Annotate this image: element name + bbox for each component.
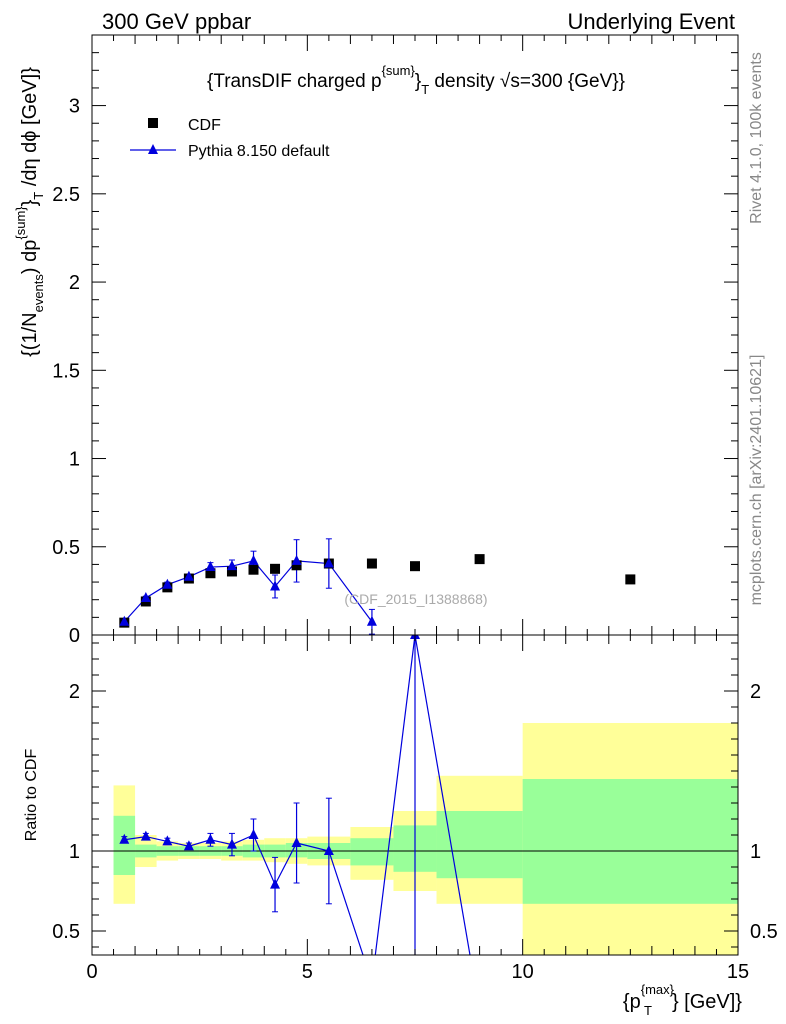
cdf-point: [410, 561, 420, 572]
ratio-point: [291, 837, 302, 847]
ratio-xtick-label: 5: [302, 961, 313, 983]
title-part-b: }: [415, 71, 421, 92]
ratio-ytick-label: 1: [69, 841, 80, 863]
cdf-point: [366, 558, 377, 569]
title-sub: T: [421, 82, 429, 97]
xlabel-part-b: } [GeV]}: [672, 991, 742, 1013]
ratio-band-inner: [522, 779, 738, 904]
mc-point: [205, 561, 216, 572]
ylabel-part-c: }: [19, 199, 41, 206]
mc-series-line: [123, 560, 373, 623]
ratio-ytick-label-right: 0.5: [750, 921, 778, 943]
mc-point: [248, 554, 259, 565]
mc-point: [226, 560, 237, 571]
title-part-c: density: [429, 71, 500, 92]
ratio-ytick-label-right: 1: [750, 841, 761, 863]
rivet-label: Rivet 4.1.0, 100k events: [748, 52, 765, 224]
ratio-point: [119, 833, 130, 844]
ratio-point: [205, 833, 216, 844]
ratio-xtick-label: 10: [512, 961, 534, 983]
title-part-d: s=300 {GeV}}: [510, 71, 625, 92]
ratio-ytick-label-right: 2: [750, 681, 761, 703]
mc-point: [366, 615, 377, 626]
mc-point: [140, 591, 151, 602]
main-title: {TransDIF charged p{sum}}T density √s=30…: [207, 63, 625, 97]
mc-point: [183, 570, 194, 581]
ratio-point: [162, 835, 173, 846]
cdf-point: [226, 566, 237, 577]
ylabel-sup: {sum}: [13, 206, 28, 240]
header-right: Underlying Event: [567, 9, 735, 34]
title-part-a: {TransDIF charged p: [207, 71, 382, 92]
mc-point: [291, 554, 302, 565]
ratio-point: [270, 878, 281, 889]
ratio-band-inner: [436, 811, 523, 879]
legend: CDF Pythia 8.150 default: [130, 117, 330, 160]
legend-mc-label: Pythia 8.150 default: [188, 143, 330, 160]
ratio-ylabel: Ratio to CDF: [23, 749, 40, 842]
main-ytick-label: 2: [69, 272, 80, 294]
cdf-point: [270, 563, 281, 574]
xlabel-part-a: {p: [623, 991, 641, 1013]
cdf-point: [474, 554, 485, 565]
ratio-panel: 0.5 0.5 1 1 2 2 0 5 10 15 Ratio to CDF {p{max} T } …: [23, 634, 778, 1018]
mc-point: [119, 615, 130, 626]
main-ytick-label: 1: [69, 449, 80, 471]
main-ylabel: {(1/Nevents) dp{sum}}T /dη dϕ [GeV]}: [13, 67, 46, 357]
cdf-point: [248, 564, 259, 575]
ratio-point: [248, 829, 259, 839]
main-ytick-label: 3: [69, 96, 80, 118]
cdf-point: [291, 560, 302, 571]
ratio-band-inner: [350, 838, 394, 866]
ratio-ytick-label: 0.5: [52, 921, 80, 943]
ratio-xtick-label: 15: [727, 961, 749, 983]
mc-point: [323, 557, 334, 568]
ratio-bands: [113, 723, 738, 955]
ratio-xtick-label: 0: [86, 961, 97, 983]
ratio-point: [140, 830, 151, 841]
ratio-plot-area: [119, 635, 471, 955]
main-plot-area: [119, 538, 636, 635]
mcplots-label: mcplots.cern.ch [arXiv:2401.10621]: [748, 355, 765, 606]
ratio-point: [183, 840, 194, 851]
cdf-point: [625, 574, 636, 585]
title-sup: {sum}: [382, 63, 416, 78]
legend-cdf-label: CDF: [188, 117, 221, 134]
mc-point: [270, 580, 281, 591]
ylabel-part-b: ) dp: [19, 240, 41, 274]
xlabel-sub: T: [644, 1003, 652, 1018]
ratio-point: [323, 845, 334, 855]
watermark: (CDF_2015_I1388868): [344, 591, 487, 607]
mc-point: [162, 578, 173, 589]
ylabel-sub-t: T: [31, 192, 46, 200]
main-axis: 0 0.5 1 1.5 2 2.5 3: [52, 35, 739, 647]
ratio-xlabel: {p{max} T } [GeV]}: [623, 982, 742, 1018]
main-ytick-label: 1.5: [52, 360, 80, 382]
ratio-band-inner: [113, 815, 136, 875]
ylabel-part-d: /dη dϕ [GeV]}: [19, 67, 41, 192]
ratio-axis: 0.5 0.5 1 1 2 2 0 5 10 15: [52, 635, 778, 983]
ylabel-sub-events: events: [31, 274, 46, 313]
header-left: 300 GeV ppbar: [102, 9, 251, 34]
main-panel: 0 0.5 1 1.5 2 2.5 3 (CDF_2015_I1388868) {Trans…: [13, 34, 739, 647]
main-ytick-label: 2.5: [52, 184, 80, 206]
title-root: √: [500, 71, 511, 92]
main-ytick-label: 0.5: [52, 537, 80, 559]
legend-mc-marker: [148, 144, 158, 154]
main-ytick-label: 0: [69, 625, 80, 647]
ratio-point: [226, 838, 237, 849]
xlabel-sup: {max}: [641, 982, 675, 997]
ylabel-part-a: {(1/N: [19, 312, 41, 356]
cdf-point: [205, 568, 216, 579]
ratio-ytick-label: 2: [69, 681, 80, 703]
legend-cdf-marker: [148, 118, 158, 128]
